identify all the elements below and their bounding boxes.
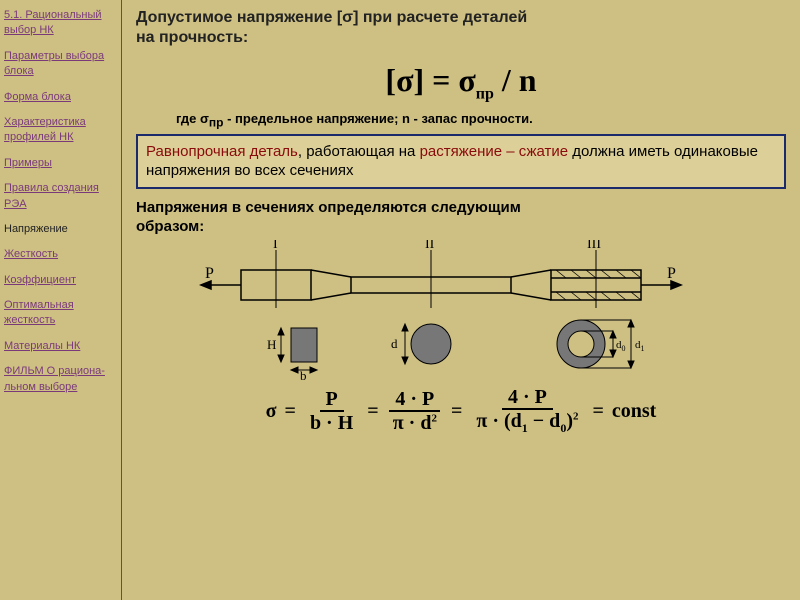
formula-tail: / n bbox=[494, 62, 537, 98]
sidebar-item-5[interactable]: Правила создания РЭА bbox=[4, 181, 117, 212]
sidebar-nav: 5.1. Рациональный выбор НК Параметры выбо… bbox=[0, 0, 122, 600]
callout-mid: , работающая на bbox=[298, 143, 420, 160]
frac-2: 4 · P π · d2 bbox=[387, 388, 443, 434]
where-label: где σ bbox=[176, 111, 209, 126]
frac3-num: 4 · P bbox=[502, 386, 553, 410]
stress-formula-row: σ = P b · H = 4 · P π · d2 = 4 · P π · (… bbox=[136, 386, 786, 435]
svg-text:b: b bbox=[300, 368, 307, 380]
sidebar-item-4[interactable]: Примеры bbox=[4, 156, 117, 171]
const-label: const bbox=[612, 400, 656, 423]
svg-text:d0: d0 bbox=[616, 339, 626, 353]
diagram-svg: I II III P P H b bbox=[161, 240, 761, 380]
d3c: ) bbox=[566, 410, 573, 432]
where-clause: где σпр - предельное напряжение; n - зап… bbox=[136, 111, 786, 130]
main-content: Допустимое напряжение [σ] при расчете де… bbox=[122, 0, 800, 600]
sidebar-item-2[interactable]: Форма блока bbox=[4, 90, 117, 105]
callout-box: Равнопрочная деталь, работающая на растя… bbox=[136, 134, 786, 189]
eq-2: = bbox=[367, 400, 378, 423]
eq-1: = bbox=[285, 400, 296, 423]
frac-1: P b · H bbox=[304, 388, 359, 434]
frac3-den: π · (d1 − d0)2 bbox=[470, 410, 584, 435]
where-sub: пр bbox=[209, 116, 224, 130]
frac1-den: b · H bbox=[304, 412, 359, 434]
subtitle-1: Напряжения в сечениях определяются следу… bbox=[136, 199, 521, 216]
d3b: − d bbox=[528, 410, 561, 432]
sidebar-item-0[interactable]: 5.1. Рациональный выбор НК bbox=[4, 8, 117, 39]
subtitle: Напряжения в сечениях определяются следу… bbox=[136, 199, 786, 237]
eq-3: = bbox=[451, 400, 462, 423]
shaft-diagram: I II III P P H b bbox=[161, 240, 761, 380]
callout-hl-1: Равнопрочная деталь bbox=[146, 143, 298, 160]
sidebar-item-10[interactable]: Материалы НК bbox=[4, 339, 117, 354]
sidebar-item-11[interactable]: ФИЛЬМ О рациона-льном выборе bbox=[4, 364, 117, 395]
callout-hl-2: растяжение – сжатие bbox=[420, 143, 569, 160]
where-tail: - предельное напряжение; n - запас прочн… bbox=[223, 111, 532, 126]
sidebar-item-3[interactable]: Характеристика профилей НК bbox=[4, 115, 117, 146]
svg-text:III: III bbox=[587, 240, 601, 252]
svg-text:H: H bbox=[267, 337, 276, 352]
svg-text:II: II bbox=[425, 240, 435, 252]
main-formula: [σ] = σпр / n bbox=[136, 62, 786, 103]
sq1: 2 bbox=[431, 412, 437, 424]
sidebar-item-9[interactable]: Оптимальная жесткость bbox=[4, 298, 117, 329]
svg-text:P: P bbox=[667, 265, 676, 282]
formula-sub: пр bbox=[476, 85, 494, 102]
svg-text:d: d bbox=[391, 336, 398, 351]
frac2-den: π · d2 bbox=[387, 412, 443, 434]
frac2-num: 4 · P bbox=[389, 388, 440, 412]
title-line-1: Допустимое напряжение [σ] при расчете де… bbox=[136, 9, 527, 26]
frac-3: 4 · P π · (d1 − d0)2 bbox=[470, 386, 584, 435]
pid2: π · d bbox=[393, 412, 432, 434]
svg-text:I: I bbox=[273, 240, 278, 252]
sidebar-item-1[interactable]: Параметры выбора блока bbox=[4, 49, 117, 80]
sidebar-item-7[interactable]: Жесткость bbox=[4, 247, 117, 262]
page-title: Допустимое напряжение [σ] при расчете де… bbox=[136, 8, 786, 48]
eq-4: = bbox=[592, 400, 603, 423]
sigma-symbol: σ bbox=[266, 400, 277, 423]
svg-text:d1: d1 bbox=[635, 339, 645, 353]
svg-text:P: P bbox=[205, 265, 214, 282]
sidebar-item-8[interactable]: Коэффициент bbox=[4, 273, 117, 288]
frac1-num: P bbox=[320, 388, 344, 412]
sq2: 2 bbox=[573, 411, 579, 423]
d3a: π · (d bbox=[476, 410, 521, 432]
sidebar-item-6[interactable]: Напряжение bbox=[4, 222, 117, 237]
subtitle-2: образом: bbox=[136, 218, 204, 235]
formula-left: [σ] = σ bbox=[385, 62, 475, 98]
title-line-2: на прочность: bbox=[136, 29, 248, 46]
